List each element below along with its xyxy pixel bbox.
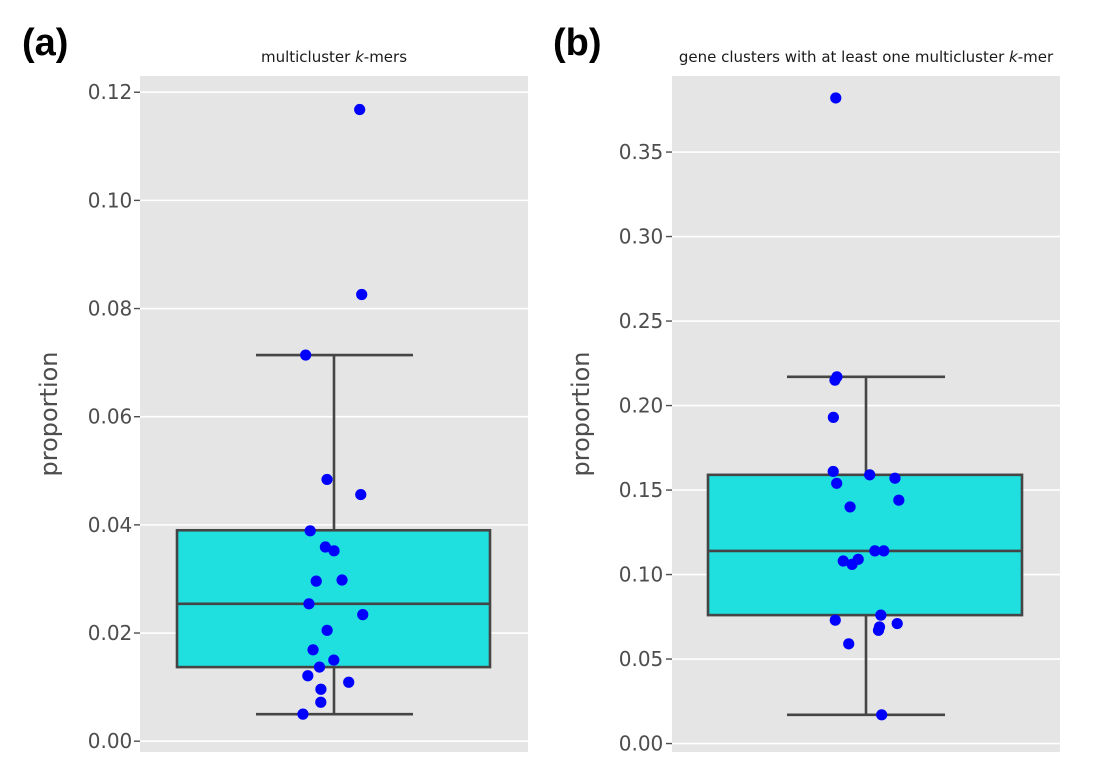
data-point (303, 598, 315, 610)
data-point (829, 374, 841, 386)
data-point (875, 609, 887, 621)
panel-b-title: gene clusters with at least one multiclu… (679, 48, 1054, 66)
data-point (829, 614, 841, 626)
data-point (328, 545, 340, 557)
panel-b-title-prefix: gene clusters with at least one multiclu… (679, 48, 1009, 66)
y-tick-label: 0.00 (619, 732, 664, 756)
y-tick-label: 0.12 (88, 80, 133, 104)
panel-a-boxplot (175, 353, 492, 716)
panel-a-title-prefix: multicluster (261, 48, 355, 66)
data-point (827, 411, 839, 423)
data-point (315, 696, 327, 708)
panel-b-letter: (b) (553, 22, 602, 64)
data-point (844, 501, 856, 513)
data-point (343, 676, 355, 688)
data-point (315, 683, 327, 695)
data-point (869, 545, 881, 557)
panel-a-title: multicluster k-mers (261, 48, 407, 66)
data-point (843, 638, 855, 650)
panel-a-y-axis-label: proportion (35, 351, 63, 476)
data-point (876, 709, 888, 721)
data-point (304, 525, 316, 537)
data-point (307, 644, 319, 656)
data-point (893, 494, 905, 506)
data-point (302, 670, 314, 682)
data-point (313, 661, 326, 673)
data-point (891, 617, 903, 630)
data-point (831, 477, 843, 489)
y-tick-label: 0.15 (619, 478, 664, 502)
y-tick-label: 0.10 (619, 563, 664, 587)
panel-b-title-suffix: -mer (1018, 48, 1054, 66)
data-point (846, 558, 858, 571)
data-point (872, 624, 885, 636)
panel-a-y-axis: 0.00 0.02 0.04 0.06 0.08 0.10 0.12 (88, 80, 140, 753)
data-point (354, 103, 366, 116)
data-point (321, 624, 333, 636)
data-point (336, 574, 348, 586)
data-point (864, 469, 876, 481)
data-point (310, 575, 322, 587)
data-point (328, 654, 340, 666)
data-point (297, 708, 309, 720)
panel-a-points (297, 103, 369, 720)
y-tick-label: 0.08 (88, 297, 133, 321)
data-point (889, 472, 901, 484)
y-tick-label: 0.25 (619, 309, 664, 333)
panel-a-letter: (a) (22, 22, 68, 64)
data-point (878, 545, 890, 557)
panel-b-points (827, 92, 905, 721)
y-tick-label: 0.35 (619, 140, 664, 164)
data-point (357, 609, 369, 621)
y-tick-label: 0.30 (619, 225, 664, 249)
panel-b-title-italic: k (1009, 48, 1019, 66)
data-point (830, 92, 842, 104)
panel-b-y-axis-label: proportion (567, 351, 595, 476)
panel-b-boxplot (706, 375, 1024, 717)
data-point (827, 465, 839, 478)
panel-b: (b) gene clusters with at least one mult… (553, 22, 1060, 756)
y-tick-label: 0.02 (88, 621, 133, 645)
y-tick-label: 0.06 (88, 405, 133, 429)
panel-b-y-axis: 0.00 0.05 0.10 0.15 0.20 0.25 0.30 0.35 (619, 140, 672, 756)
data-point (321, 473, 333, 486)
panel-a-title-italic: k (355, 48, 365, 66)
panel-a: (a) multicluster k-mers 0.00 0.02 0.04 0.06… (22, 22, 528, 753)
y-tick-label: 0.04 (88, 513, 133, 537)
data-point (355, 488, 367, 501)
y-tick-label: 0.20 (619, 394, 664, 418)
y-tick-label: 0.00 (88, 729, 133, 753)
y-tick-label: 0.05 (619, 647, 664, 671)
y-tick-label: 0.10 (88, 188, 133, 212)
data-point (837, 555, 849, 567)
data-point (319, 541, 331, 553)
data-point (356, 288, 368, 301)
iqr-box (706, 473, 1024, 617)
panel-a-title-suffix: -mers (364, 48, 407, 66)
data-point (300, 349, 312, 361)
